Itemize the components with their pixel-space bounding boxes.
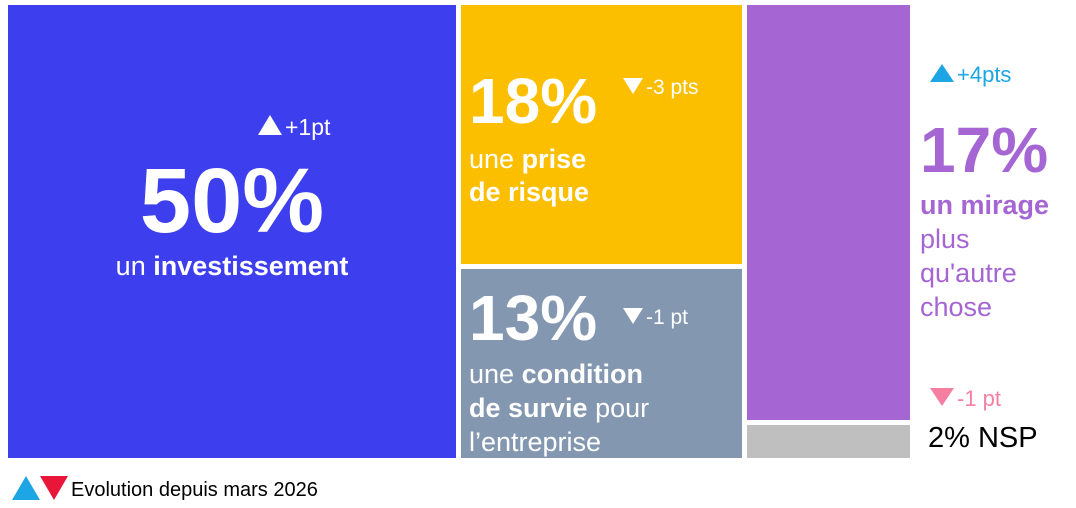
tile-mirage bbox=[747, 5, 910, 420]
label: une condition de survie pour l’entreprise bbox=[469, 357, 649, 458]
label-part: +4pts bbox=[957, 62, 1012, 87]
label-part: chose bbox=[920, 292, 993, 322]
change-nsp: -1 pt bbox=[930, 388, 1001, 410]
label-part: de survie bbox=[469, 393, 588, 423]
change: -3 pts bbox=[623, 77, 699, 98]
label-part: une bbox=[469, 144, 522, 174]
label: un investissement bbox=[8, 253, 456, 280]
label-part: investissement bbox=[153, 251, 349, 281]
percent-mirage: 17% bbox=[920, 114, 1049, 186]
label-part: l’entreprise bbox=[469, 427, 602, 457]
label-part: qu'autre bbox=[920, 258, 1017, 288]
label-part: une bbox=[469, 359, 522, 389]
change: +1pt bbox=[258, 115, 330, 139]
tile-prise: 18% -3 pts une prise de risque bbox=[461, 5, 742, 264]
label-part: pour bbox=[587, 393, 650, 423]
tile-nsp bbox=[747, 425, 910, 458]
label-part: -3 pts bbox=[646, 76, 699, 99]
label-mirage: un mirage plus qu'autre chose bbox=[920, 188, 1049, 324]
label-part: -1 pt bbox=[957, 386, 1002, 411]
label-part: de risque bbox=[469, 177, 590, 207]
percent: 50% bbox=[139, 150, 325, 252]
label-part: prise bbox=[521, 144, 587, 174]
legend: Evolution depuis mars 2026 bbox=[12, 476, 318, 500]
change-mirage: +4pts bbox=[930, 64, 1011, 86]
label-part: plus bbox=[920, 224, 970, 254]
label: une prise de risque bbox=[469, 143, 589, 209]
label-part: -1 pt bbox=[646, 306, 689, 329]
label-nsp: 2% NSP bbox=[928, 422, 1038, 454]
tile-investissement: +1pt 50% un investissement bbox=[8, 5, 456, 458]
change-text: +1pt bbox=[285, 114, 331, 140]
percent: 18% bbox=[469, 65, 598, 137]
label-part: un mirage bbox=[920, 190, 1050, 220]
change: -1 pt bbox=[623, 307, 688, 328]
label-part: Evolution depuis mars 2026 bbox=[71, 479, 318, 501]
label-part: un bbox=[115, 251, 154, 281]
percent: 13% bbox=[469, 282, 598, 354]
label-part: condition bbox=[521, 359, 644, 389]
tile-condition: 13% -1 pt une condition de survie pour l’e… bbox=[461, 269, 742, 458]
